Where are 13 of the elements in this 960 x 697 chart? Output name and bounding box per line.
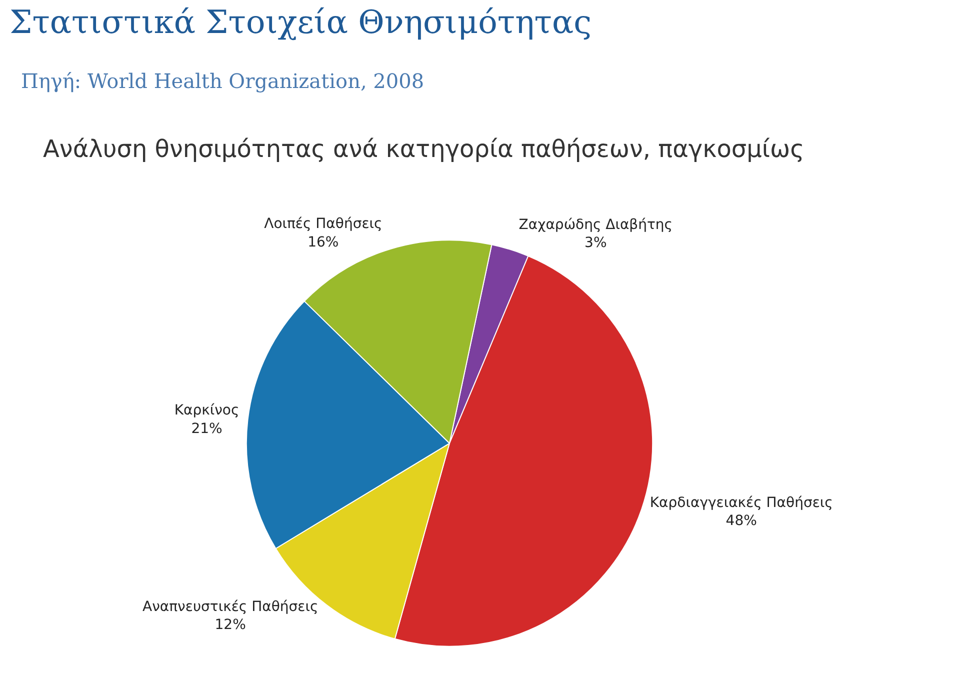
data-label: 16% [308,234,339,250]
text: Ανάλυση θνησιμότητας ανά κατηγορία παθήσεων, παγκοσμίως [43,135,804,163]
chart-subtitle: Πηγή: World Health Organization, 2008 [21,69,424,93]
data-label: 21% [191,420,222,437]
data-label: 3% [584,235,607,252]
slice-label: Καρκίνος [174,402,240,419]
chart-title: Στατιστικά Στοιχεία Θνησιμότητας [10,2,592,41]
slice-label: Ζαχαρώδης Διαβήτης [518,216,673,233]
slice-label: Αναπνευστικές Παθήσεις [142,598,318,615]
data-label: 12% [214,617,246,634]
slice-label: Καρδιαγγειακές Παθήσεις [650,494,833,511]
slice-label: Λοιπές Παθήσεις [264,216,382,232]
data-label: 48% [726,513,757,530]
